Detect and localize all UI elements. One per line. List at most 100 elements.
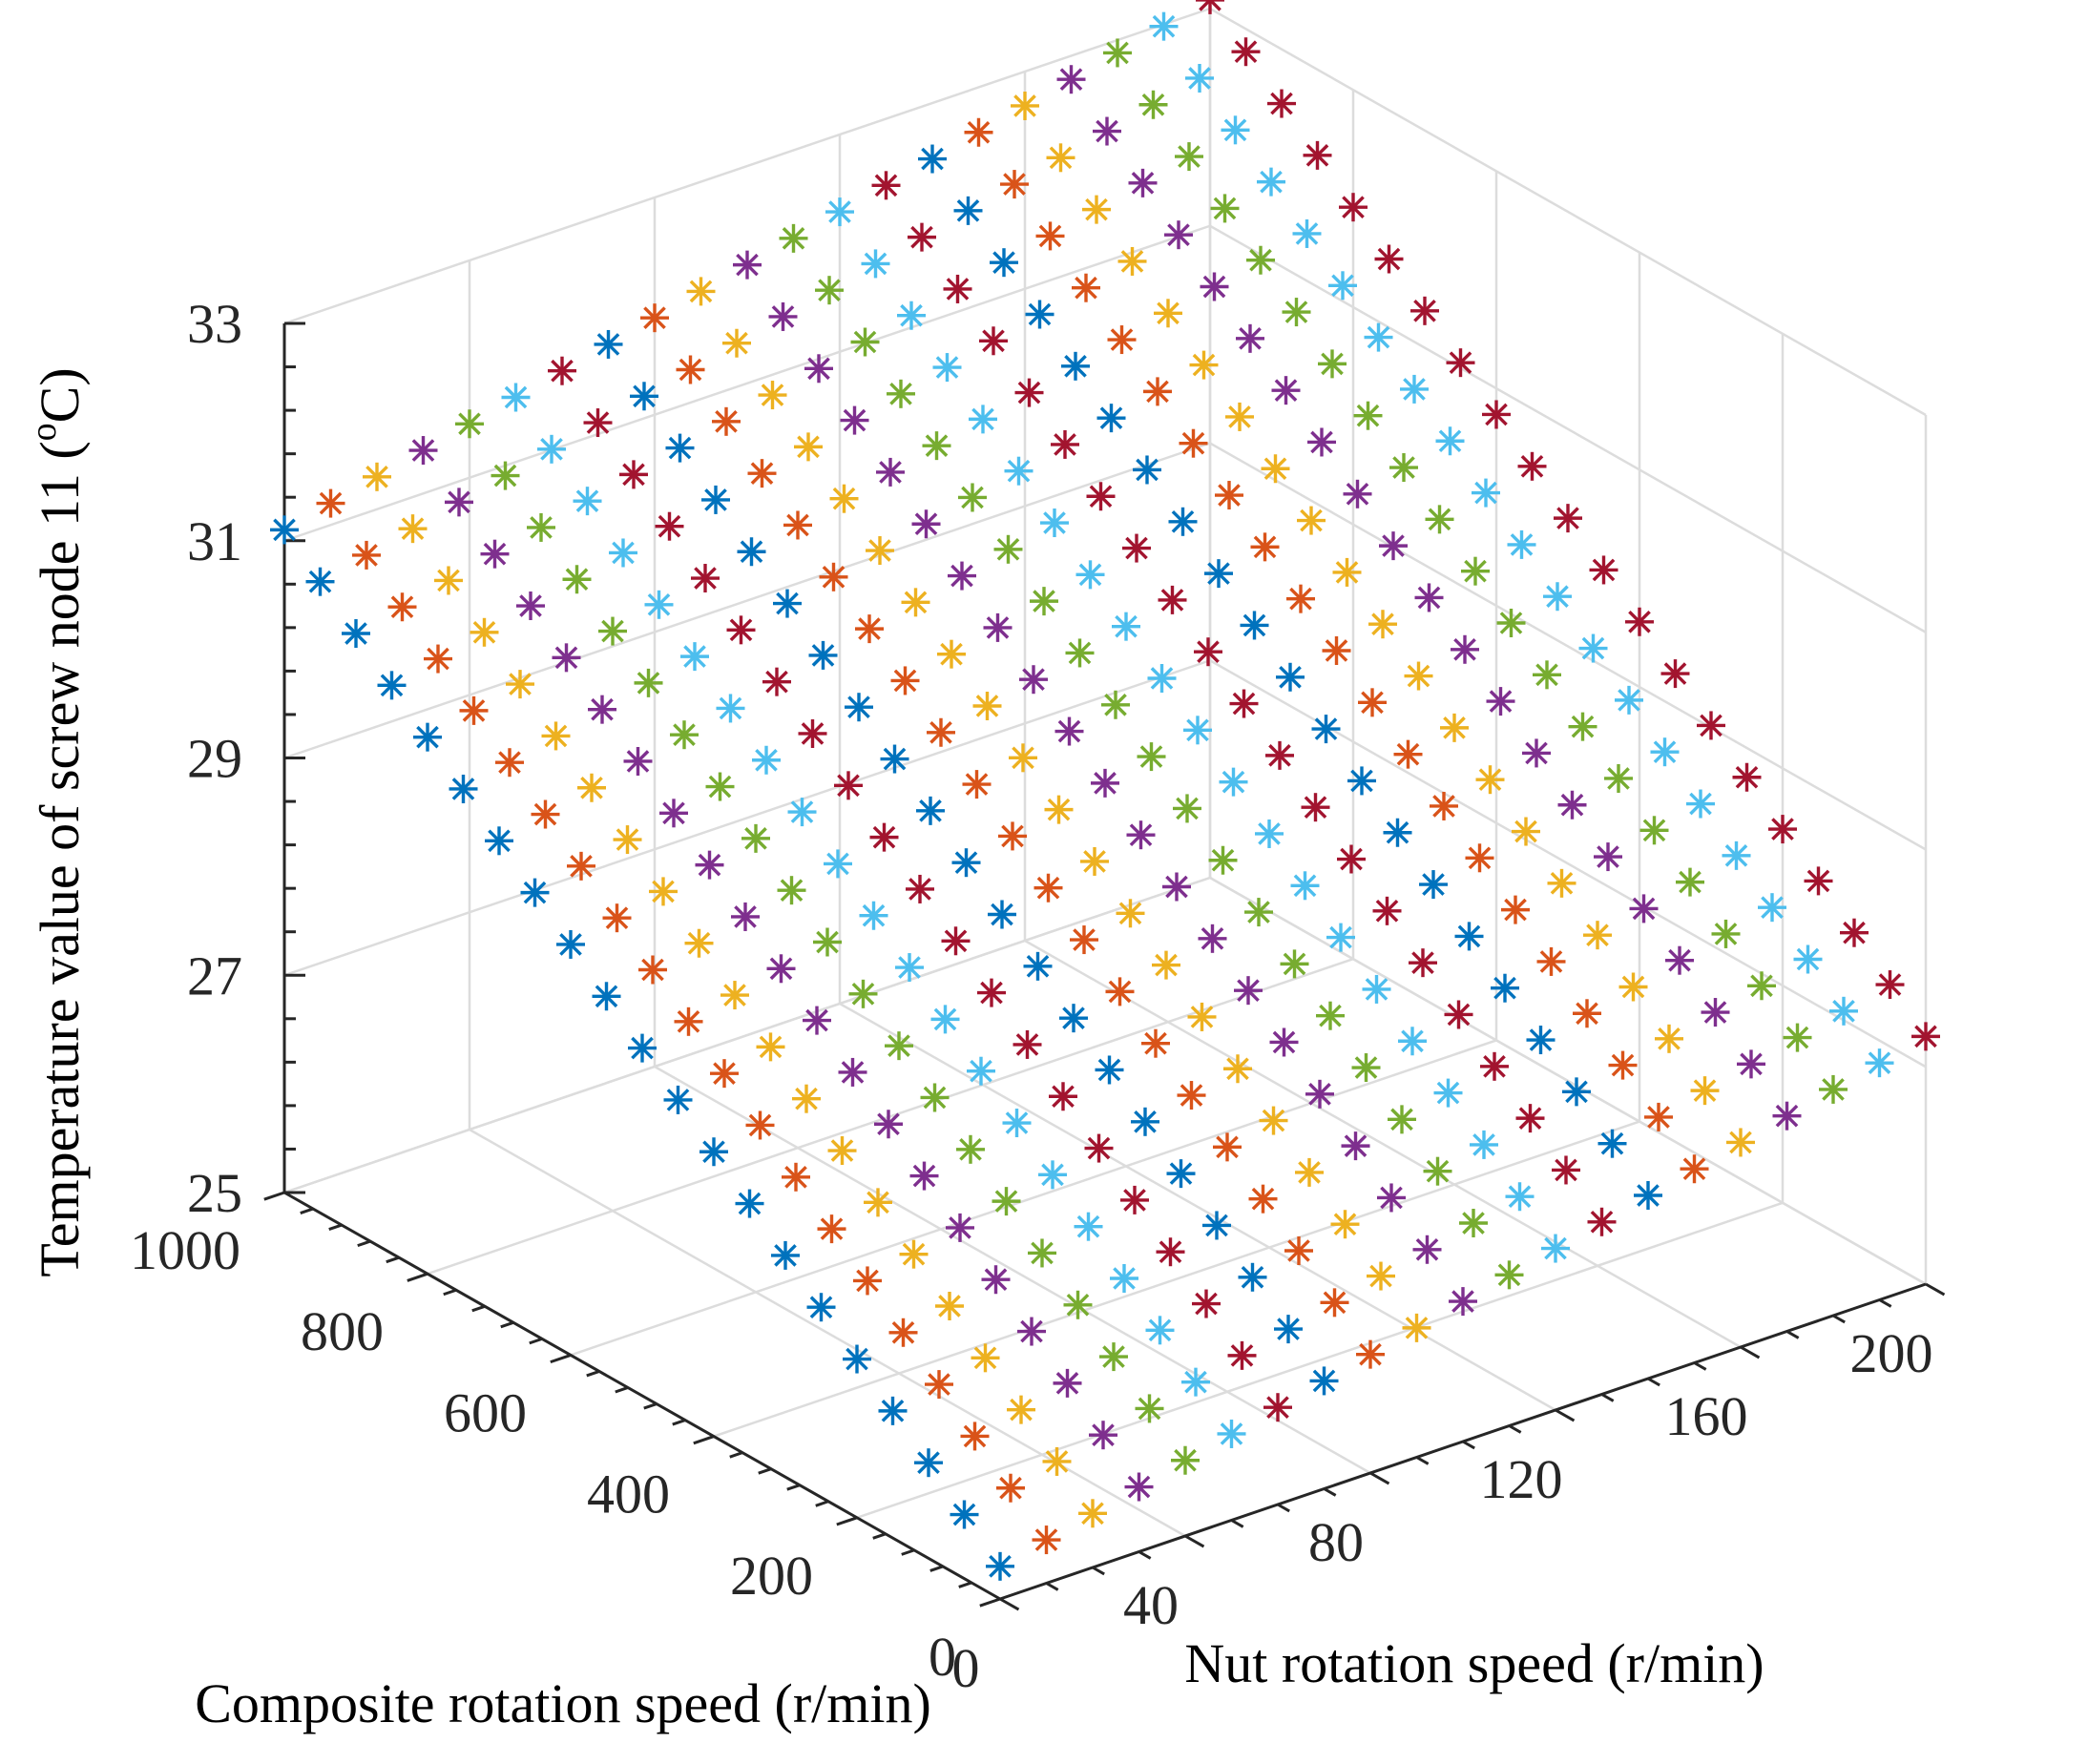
data-point-marker	[1533, 660, 1561, 690]
data-point-marker	[1618, 972, 1648, 1002]
marker-stroke	[1127, 1475, 1151, 1499]
data-point-marker	[1014, 378, 1044, 407]
data-point-marker	[552, 643, 581, 673]
data-point-marker	[1246, 245, 1275, 275]
data-point-marker	[1326, 923, 1355, 952]
marker-stroke	[1195, 1292, 1218, 1316]
data-point-marker	[1430, 791, 1458, 820]
marker-stroke	[1740, 1052, 1763, 1076]
marker-stroke	[633, 384, 656, 408]
y-axis-line	[283, 1191, 1001, 1601]
data-point-marker	[876, 457, 905, 487]
data-point-marker	[495, 748, 524, 778]
marker-stroke	[738, 1192, 762, 1215]
marker-stroke	[458, 412, 481, 436]
marker-stroke	[1396, 742, 1420, 766]
data-point-marker	[1368, 610, 1397, 639]
data-point-marker	[981, 1265, 1011, 1295]
marker-stroke	[1483, 1055, 1506, 1078]
data-point-marker	[1091, 768, 1119, 798]
data-point-marker	[1722, 840, 1751, 870]
y-axis-tick	[615, 1386, 629, 1394]
data-point-marker	[1522, 738, 1551, 768]
data-point-marker	[520, 878, 550, 907]
marker-stroke	[1022, 668, 1045, 692]
data-point-marker	[1061, 351, 1090, 381]
y-axis-tick	[500, 1320, 514, 1329]
marker-stroke	[1417, 586, 1441, 610]
marker-stroke	[1073, 928, 1096, 951]
marker-stroke	[1213, 197, 1237, 220]
marker-stroke	[919, 799, 942, 822]
marker-stroke	[1535, 663, 1558, 687]
data-point-marker	[1804, 866, 1833, 896]
data-point-marker	[1013, 1029, 1042, 1059]
marker-stroke	[1241, 1265, 1264, 1289]
data-point-marker	[908, 222, 936, 252]
marker-stroke	[1658, 1027, 1681, 1050]
marker-stroke	[1576, 1002, 1598, 1026]
data-point-marker	[1231, 37, 1261, 67]
data-point-marker	[737, 537, 766, 567]
y-axis-tick	[586, 1370, 600, 1378]
data-point-marker	[762, 667, 791, 696]
marker-stroke	[1033, 590, 1055, 612]
data-point-marker	[850, 327, 880, 357]
marker-stroke	[1401, 1029, 1424, 1053]
marker-stroke	[1186, 718, 1209, 742]
z-tick-label: 31	[187, 510, 242, 572]
marker-stroke	[1637, 1184, 1660, 1207]
data-point-marker	[1655, 1024, 1683, 1053]
data-point-marker	[1263, 1393, 1292, 1422]
marker-stroke	[914, 512, 938, 536]
data-point-marker	[951, 848, 981, 878]
marker-stroke	[1474, 481, 1497, 505]
x-axis-tick	[1555, 1408, 1576, 1422]
data-point-marker	[1093, 116, 1121, 146]
marker-stroke	[963, 1424, 987, 1448]
data-point-marker	[1265, 740, 1294, 770]
data-point-marker	[787, 798, 817, 827]
marker-stroke	[795, 1087, 818, 1110]
marker-stroke	[769, 957, 793, 981]
marker-stroke	[1344, 1134, 1368, 1157]
grid-line-backwall-z	[283, 659, 1211, 977]
marker-stroke	[1123, 1189, 1146, 1212]
marker-stroke	[1036, 876, 1060, 900]
data-point-marker	[1271, 376, 1301, 405]
z-axis-title-suffix: C)	[29, 367, 91, 423]
data-point-marker	[1084, 1133, 1114, 1163]
data-point-marker	[1840, 918, 1869, 947]
marker-stroke	[807, 357, 830, 381]
y-tick-label: 200	[730, 1545, 813, 1607]
marker-stroke	[1464, 559, 1487, 583]
data-point-marker	[1116, 899, 1145, 928]
y-axis-tick	[901, 1548, 915, 1556]
marker-stroke	[938, 1295, 961, 1318]
data-point-marker	[1318, 349, 1347, 379]
data-point-marker	[1244, 898, 1273, 927]
y-axis-tick	[300, 1207, 314, 1214]
marker-stroke	[1428, 508, 1451, 531]
marker-stroke	[1489, 690, 1513, 713]
data-point-marker	[1409, 948, 1437, 978]
data-point-marker	[1126, 820, 1156, 850]
marker-stroke	[1426, 1159, 1450, 1183]
data-point-marker	[670, 720, 699, 750]
data-point-marker	[1320, 1288, 1349, 1318]
data-point-marker	[316, 488, 345, 518]
marker-stroke	[1750, 974, 1773, 998]
grid-line-floor-y	[713, 1120, 1640, 1438]
data-point-marker	[413, 722, 442, 752]
marker-stroke	[1806, 869, 1830, 893]
marker-stroke	[565, 568, 589, 591]
data-point-marker	[1758, 893, 1786, 923]
marker-stroke	[1165, 875, 1188, 899]
marker-stroke	[1878, 973, 1902, 996]
marker-stroke	[954, 851, 978, 874]
marker-stroke	[673, 723, 696, 747]
marker-stroke	[683, 645, 706, 668]
data-point-marker	[1053, 1368, 1082, 1398]
marker-stroke	[427, 647, 449, 671]
data-point-marker	[986, 1551, 1014, 1581]
